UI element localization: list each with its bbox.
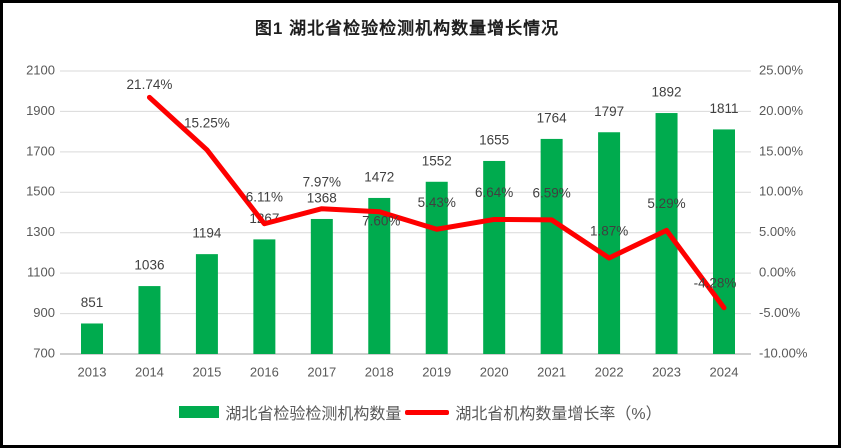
rate-value-label: 1.87% <box>590 224 628 239</box>
bar-2021 <box>540 138 563 354</box>
rate-value-label: -4.28% <box>694 275 737 290</box>
bar-value-label: 1892 <box>652 85 682 100</box>
rate-value-label: 5.43% <box>418 195 456 210</box>
line-series-swatch-icon <box>405 409 450 415</box>
right-axis-tick-label: 5.00% <box>759 224 796 239</box>
bar-2019 <box>425 181 448 354</box>
rate-value-label: 7.60% <box>362 213 400 228</box>
right-axis-tick-label: -5.00% <box>759 305 801 320</box>
x-axis-tick-label: 2021 <box>537 364 566 379</box>
bar-2022 <box>598 132 621 354</box>
rate-value-label: 21.74% <box>127 77 173 92</box>
legend-item-bars: 湖北省检验检测机构数量 <box>179 400 401 424</box>
bar-value-label: 1655 <box>479 133 509 148</box>
right-axis-tick-label: 15.00% <box>759 143 804 158</box>
bar-2013 <box>81 323 103 354</box>
right-axis-tick-label: 0.00% <box>759 265 796 280</box>
legend-label-line: 湖北省机构数量增长率（%） <box>455 406 662 423</box>
right-axis-tick-label: 20.00% <box>759 103 804 118</box>
rate-value-label: 7.97% <box>303 174 341 189</box>
bar-value-label: 1764 <box>537 110 568 125</box>
rate-value-label: 6.11% <box>246 189 283 204</box>
bar-value-label: 1811 <box>709 101 738 116</box>
x-axis-tick-label: 2013 <box>78 364 107 379</box>
x-axis-tick-label: 2019 <box>422 364 451 379</box>
x-axis-tick-label: 2017 <box>307 364 336 379</box>
combo-chart-plot: 2100 25.00% 1900 20.00% 1700 15.00% 1500 10.00%… <box>26 62 808 379</box>
left-axis-tick-label: 1300 <box>26 224 55 239</box>
right-axis-tick-label: 25.00% <box>759 62 804 77</box>
left-axis-tick-label: 1100 <box>27 265 55 280</box>
left-axis-tick-label: 2100 <box>26 62 55 77</box>
bar-value-label: 1552 <box>422 153 452 168</box>
legend-label-bars: 湖北省检验检测机构数量 <box>225 406 402 423</box>
right-axis-tick-label: 10.00% <box>759 184 804 199</box>
x-axis-tick-label: 2020 <box>480 364 509 379</box>
bar-2020 <box>483 160 506 354</box>
left-axis-tick-label: 1700 <box>26 143 55 158</box>
chart-title: 图1 湖北省检验检测机构数量增长情况 <box>254 19 560 38</box>
rate-value-label: 6.64% <box>475 185 513 200</box>
bar-2024 <box>713 129 735 354</box>
rate-value-label: 6.59% <box>532 185 570 200</box>
bar-value-label: 851 <box>81 295 104 310</box>
legend-item-line: 湖北省机构数量增长率（%） <box>405 400 662 424</box>
left-axis-tick-label: 900 <box>33 305 55 320</box>
bar-value-label: 1194 <box>192 226 222 241</box>
x-axis-tick-label: 2022 <box>595 364 624 379</box>
bar-2017 <box>310 218 333 354</box>
bar-2014 <box>138 286 161 354</box>
right-axis-tick-label: -10.00% <box>759 345 808 360</box>
legend: 湖北省检验检测机构数量 湖北省机构数量增长率（%） <box>3 400 838 424</box>
bar-series-swatch-icon <box>179 406 220 418</box>
x-axis-tick-label: 2023 <box>652 364 681 379</box>
left-axis-tick-label: 700 <box>33 345 55 360</box>
rate-value-label: 5.29% <box>647 196 685 211</box>
growth-rate-line <box>146 94 727 311</box>
x-axis-tick-label: 2016 <box>250 364 279 379</box>
bar-value-label: 1797 <box>594 104 624 119</box>
left-axis-tick-label: 1500 <box>26 184 55 199</box>
bar-2018 <box>368 197 391 354</box>
bar-value-label: 1368 <box>307 191 337 206</box>
bar-value-label: 1036 <box>134 258 164 273</box>
bar-2016 <box>253 239 276 354</box>
bar-value-label: 1472 <box>364 170 394 185</box>
x-axis-tick-label: 2015 <box>192 364 221 379</box>
x-axis-tick-label: 2024 <box>710 364 739 379</box>
left-axis-tick-label: 1900 <box>26 103 55 118</box>
rate-value-label: 15.25% <box>184 115 230 130</box>
bar-2015 <box>195 254 218 354</box>
x-axis-tick-label: 2018 <box>365 364 394 379</box>
x-axis-tick-label: 2014 <box>135 364 164 379</box>
